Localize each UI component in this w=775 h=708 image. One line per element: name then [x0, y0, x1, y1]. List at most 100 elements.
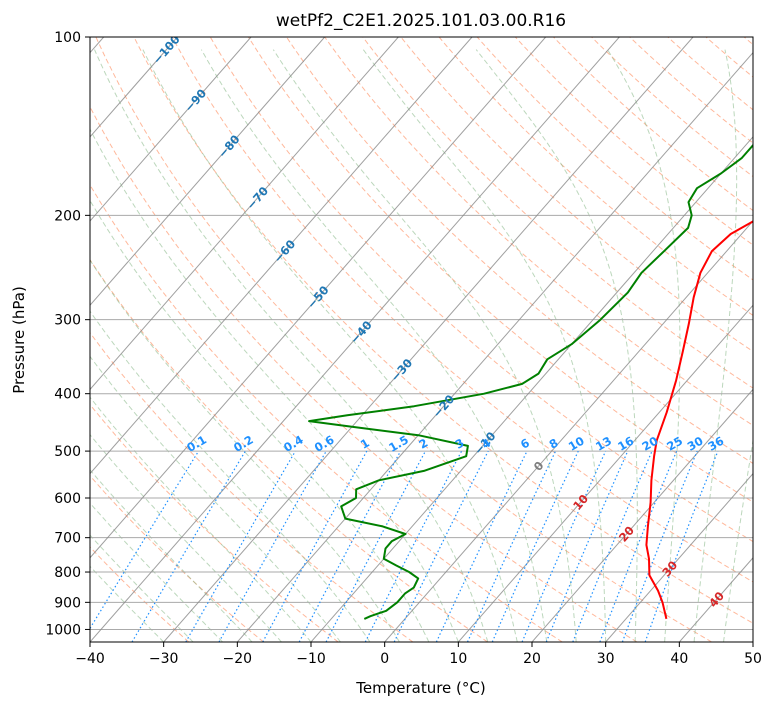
y-axis: 100 200 300 400 500 600 700 800 900 1000 [45, 30, 90, 638]
isotherm-line [384, 220, 753, 642]
isotherm-line [752, 641, 753, 642]
x-tick-label: 20 [523, 651, 541, 667]
dry-adiabat [553, 37, 753, 212]
mixing-ratio-line [298, 450, 402, 642]
mixing-ratio-line [572, 450, 653, 642]
dry-adiabat [514, 37, 753, 246]
isotherm-line [90, 37, 473, 475]
moist-adiabat [90, 396, 312, 642]
dry-adiabat [90, 475, 264, 642]
dry-adiabat [667, 37, 753, 111]
y-tick-label: 800 [54, 565, 81, 581]
isotherm-line [90, 37, 252, 222]
x-tick-label: −40 [75, 651, 105, 667]
mixing-ratio-label: 36 [706, 434, 727, 454]
y-tick-label: 300 [54, 313, 81, 329]
isobar-gridlines [90, 37, 753, 630]
plot-area: −100−90−80−70−60−50−40−30−20−10010203040… [90, 37, 753, 642]
isotherm-label: −20 [430, 392, 457, 421]
mixing-ratio-label: 6 [518, 436, 532, 452]
mixing-ratio-label: 13 [593, 434, 614, 454]
x-tick-label: 0 [380, 651, 389, 667]
plot-frame [89, 36, 754, 643]
moist-adiabat [94, 49, 489, 642]
dry-adiabat [362, 37, 753, 389]
moist-adiabats [90, 49, 753, 642]
dewpoint-line [308, 143, 753, 620]
isotherm-line [605, 472, 753, 642]
x-tick-label: 50 [744, 651, 762, 667]
mixing-ratio-label: 16 [615, 434, 636, 454]
dry-adiabat [209, 37, 753, 543]
mixing-ratio-label: 25 [664, 434, 685, 454]
dry-adiabats [90, 37, 753, 642]
isotherm-line [90, 37, 547, 559]
moist-adiabat [90, 355, 341, 642]
mixing-ratio-line [262, 450, 368, 642]
y-tick-label: 700 [54, 531, 81, 547]
isotherm-label: −50 [304, 283, 331, 312]
isotherm-label: −90 [182, 86, 209, 115]
mixing-ratio-line [90, 450, 200, 630]
y-tick-label: 1000 [45, 622, 81, 638]
moist-adiabat [200, 49, 548, 642]
dry-adiabat [324, 37, 753, 426]
mixing-ratio-line [599, 450, 678, 642]
y-tick-label: 200 [54, 208, 81, 224]
mixing-ratio-line [435, 450, 528, 642]
isotherm-line [531, 388, 753, 642]
isotherm-line [90, 37, 399, 391]
isotherm-label: −40 [347, 318, 374, 347]
dry-adiabat [90, 331, 414, 642]
moist-adiabat [90, 128, 459, 642]
chart-title: wetPf2_C2E1.2025.101.03.00.R16 [276, 11, 566, 31]
mixing-ratio-line [218, 450, 327, 642]
isotherm-line [457, 304, 753, 642]
moist-adiabat [723, 437, 753, 642]
mixing-ratio-line [644, 450, 719, 642]
isotherm-gridlines [90, 37, 753, 642]
y-tick-label: 500 [54, 444, 81, 460]
isotherm-label: 30 [659, 558, 680, 579]
moist-adiabat [693, 49, 738, 642]
isotherm-label: −70 [244, 184, 271, 213]
x-tick-label: 30 [597, 651, 615, 667]
x-tick-label: 40 [670, 651, 688, 667]
y-tick-label: 600 [54, 491, 81, 507]
dry-adiabat [171, 37, 753, 583]
moist-adiabat [142, 49, 518, 642]
x-tick-label: −30 [149, 651, 179, 667]
mixing-ratio-line [545, 450, 629, 642]
moist-adiabat [90, 534, 194, 642]
y-axis-label: Pressure (hPa) [10, 286, 28, 394]
isotherm-line [90, 37, 326, 306]
temperature-line [645, 220, 753, 620]
mixing-ratio-line [185, 450, 296, 642]
moist-adiabat [607, 49, 681, 642]
dry-adiabat [90, 183, 563, 642]
dry-adiabat [90, 258, 488, 642]
moist-adiabat [475, 49, 638, 642]
isotherm-label: 0 [531, 458, 547, 473]
mixing-ratio-label: 20 [640, 434, 661, 454]
mixing-ratio-line [621, 450, 698, 642]
profile-series [308, 143, 753, 620]
moist-adiabat [90, 433, 282, 642]
dry-adiabat [743, 37, 753, 46]
dry-adiabat [705, 37, 753, 78]
dry-adiabat [400, 37, 753, 353]
mixing-ratio-lines [90, 450, 719, 642]
isotherm-line [236, 51, 753, 642]
isotherm-label: −30 [388, 356, 415, 385]
dry-adiabat [95, 37, 712, 642]
dry-adiabat [247, 37, 753, 503]
mixing-ratio-label: 3 [453, 436, 467, 452]
dry-adiabat [591, 37, 753, 178]
mixing-ratio-label: 10 [566, 434, 587, 454]
moist-adiabat [90, 259, 400, 642]
isotherm-label: 40 [706, 589, 727, 610]
isotherm-label: −80 [215, 132, 242, 161]
x-axis: −40 −30 −20 −10 0 10 20 30 40 50 [75, 642, 762, 667]
